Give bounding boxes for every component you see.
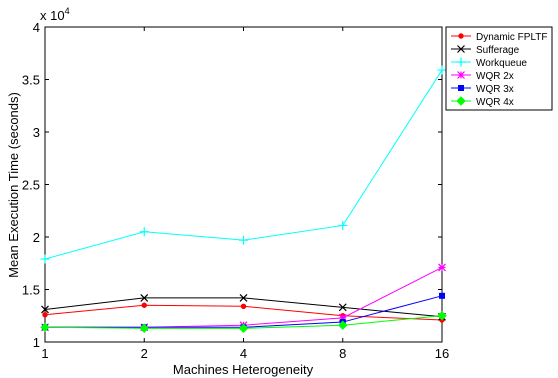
legend-marker <box>456 96 466 106</box>
legend-item: Dynamic FPLTF <box>451 32 548 43</box>
data-point <box>40 322 50 333</box>
plot-area <box>44 26 443 343</box>
x-tick-label: 4 <box>240 346 247 361</box>
x-tick-label: 8 <box>339 346 346 361</box>
y-tick-label: 2.5 <box>22 178 40 193</box>
data-point <box>338 303 347 312</box>
y-axis: 1 1.5 2 2.5 3 3.5 4 <box>22 20 442 350</box>
data-point <box>41 305 49 314</box>
legend-item: Sufferage <box>451 45 520 56</box>
data-point <box>338 220 348 230</box>
x-tick-label: 2 <box>141 346 148 361</box>
x-tick-label: 16 <box>435 346 449 361</box>
legend-label: WQR 2x <box>476 71 514 82</box>
data-point <box>42 312 48 318</box>
x-tick-label: 1 <box>41 346 48 361</box>
legend-marker <box>458 85 464 91</box>
data-point <box>338 313 347 322</box>
y-tick-label: 1.5 <box>22 283 40 298</box>
data-point <box>139 323 149 334</box>
legend-item: WQR 4x <box>451 96 514 108</box>
legend-label: Dynamic FPLTF <box>476 32 548 43</box>
data-point <box>140 293 149 302</box>
series-layer <box>40 65 447 334</box>
data-point <box>239 293 248 302</box>
legend-item: WQR 2x <box>451 71 514 82</box>
legend-label: Sufferage <box>476 45 520 56</box>
legend-label: Workqueue <box>476 58 527 69</box>
legend-marker <box>457 45 465 53</box>
legend-item: Workqueue <box>451 57 527 69</box>
data-point <box>239 235 248 245</box>
data-point <box>338 320 348 330</box>
y-tick-label: 3.5 <box>22 73 40 88</box>
legend-marker <box>456 57 466 67</box>
y-exponent-power: 4 <box>65 6 70 16</box>
legend-marker <box>457 71 465 79</box>
data-point <box>141 302 147 308</box>
data-point <box>240 303 247 309</box>
legend-label: WQR 4x <box>476 97 514 108</box>
legend-label: WQR 3x <box>476 84 514 95</box>
x-axis-title: Machines Heterogeneity <box>173 362 314 377</box>
series-wqr-4x <box>40 311 447 334</box>
y-tick-label: 4 <box>33 20 40 35</box>
x-axis: 1 2 4 8 16 <box>41 27 449 361</box>
data-point <box>437 311 447 321</box>
legend-item: WQR 3x <box>451 84 514 95</box>
legend: Dynamic FPLTF Sufferage Workqueue WQR 2x WQR… <box>445 26 553 111</box>
y-exponent-label: x 104 <box>40 6 70 23</box>
y-tick-label: 3 <box>33 125 40 140</box>
y-tick-label: 2 <box>33 230 40 245</box>
legend-box <box>445 26 553 111</box>
series-workqueue <box>40 65 447 264</box>
data-point <box>40 254 50 264</box>
data-point <box>438 263 446 272</box>
y-tick-label: 1 <box>33 335 40 350</box>
legend-marker <box>458 33 464 39</box>
data-point <box>439 292 445 299</box>
y-axis-title: Mean Execution Time (seconds) <box>6 92 21 278</box>
data-point <box>238 323 249 334</box>
data-point <box>139 227 149 237</box>
data-point <box>437 65 447 75</box>
